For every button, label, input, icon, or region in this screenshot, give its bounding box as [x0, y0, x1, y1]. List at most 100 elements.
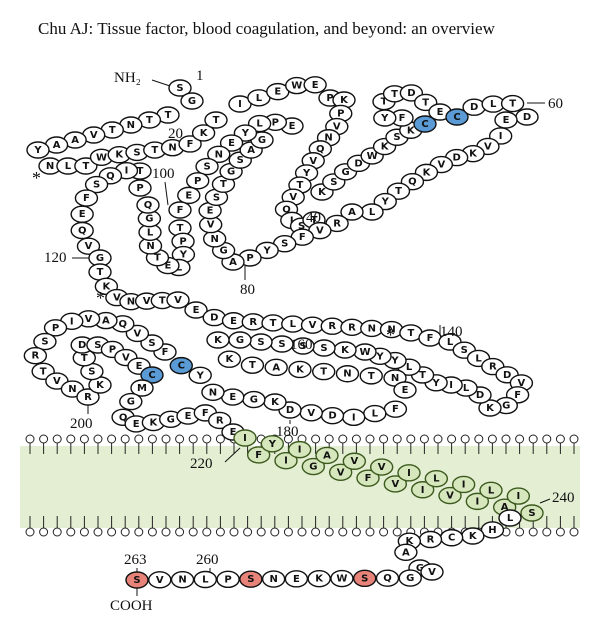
residue-letter: V [307, 408, 315, 419]
residue-letter: P [109, 344, 116, 355]
lipid-head [134, 527, 144, 537]
residue [201, 383, 225, 401]
lipid-head [202, 434, 212, 444]
residue-letter: A [402, 547, 410, 558]
residue-letter: A [229, 257, 237, 268]
residue-number: 1 [196, 68, 204, 84]
residue [342, 452, 367, 470]
residue-letter: L [463, 383, 470, 394]
residue-letter: P [179, 236, 186, 247]
residue-letter: S [133, 147, 140, 158]
lipid-head [66, 527, 76, 537]
lipid-head [419, 434, 429, 444]
residue [288, 360, 312, 379]
residue-letter: W [359, 347, 370, 358]
residue [445, 108, 469, 126]
residue-letter: T [509, 99, 516, 110]
residue-letter: R [84, 392, 92, 403]
leader-line [539, 498, 551, 504]
residue [125, 571, 149, 589]
residue-letter: T [381, 97, 388, 108]
residue-letter: E [185, 190, 192, 201]
residue [353, 569, 377, 588]
residue-letter: S [281, 239, 288, 250]
residue-letter: V [350, 456, 358, 467]
residue-letter: H [488, 525, 496, 536]
title: Chu AJ: Tissue factor, blood coagulation… [38, 19, 496, 38]
residue-letter: N [68, 384, 76, 395]
residue-letter: N [368, 323, 376, 334]
residue-letter: R [427, 534, 435, 545]
residue-letter: Y [268, 439, 277, 450]
residue-letter: T [368, 371, 375, 382]
residue-letter: N [210, 234, 218, 245]
residue [340, 203, 364, 221]
residue-letter: F [365, 473, 372, 484]
lipid-head [501, 434, 511, 444]
residue-letter: R [249, 317, 257, 328]
residue [188, 366, 212, 384]
residue [260, 435, 285, 453]
residue-letter: V [518, 378, 526, 389]
lipid-head [447, 434, 457, 444]
residue-letter: T [137, 166, 144, 177]
lipid-head [487, 434, 497, 444]
residue-letter: N [215, 149, 223, 160]
residue-letter: S [237, 155, 244, 166]
residue-letter: T [82, 161, 89, 172]
glycosylation-site: * [386, 325, 395, 345]
residue-letter: S [133, 575, 140, 586]
lipid-head [569, 527, 579, 537]
residue-letter: T [297, 180, 304, 191]
lipid-head [107, 434, 117, 444]
residue-letter: G [258, 135, 266, 146]
leader-line [164, 181, 169, 206]
residue-letter: K [340, 95, 349, 106]
residue-letter: V [428, 567, 436, 578]
residue-letter: L [290, 319, 297, 330]
residue-letter: L [202, 575, 209, 586]
residue [191, 124, 216, 142]
residue-letter: S [393, 132, 400, 143]
residue-letter: F [202, 408, 209, 419]
residue-letter: S [361, 573, 368, 584]
residue-letter: I [449, 380, 453, 391]
residue-letter: Q [78, 225, 87, 236]
residue-letter: C [448, 533, 455, 544]
lipid-head [392, 434, 402, 444]
residue-letter: A [272, 362, 280, 373]
residue-letter: R [31, 351, 39, 362]
lipid-head [120, 434, 130, 444]
residue-letter: V [309, 156, 317, 167]
residue-letter: F [399, 113, 406, 124]
residue [274, 452, 298, 470]
residue [207, 145, 231, 163]
residue-letter: S [148, 338, 155, 349]
residue-letter: I [352, 412, 356, 423]
residue-letter: I [462, 479, 466, 490]
residue-letter: R [333, 218, 341, 229]
residue-letter: P [246, 253, 253, 264]
residue-letter: V [156, 575, 164, 586]
residue-letter: Y [431, 378, 440, 389]
residue-letter: V [484, 141, 492, 152]
residue-letter: R [348, 322, 356, 333]
residue-letter: A [501, 502, 509, 513]
residue-letter: Y [381, 197, 390, 208]
residue-letter: Y [33, 145, 42, 156]
residue-number: 180 [276, 424, 299, 440]
residue-letter: G [96, 253, 104, 264]
residue-letter: S [278, 339, 285, 350]
lipid-head [515, 527, 525, 537]
residue-letter: F [392, 404, 399, 415]
residue-letter: L [372, 409, 379, 420]
residue-letter: K [149, 418, 158, 429]
residue [125, 324, 150, 343]
residue-number: 120 [44, 250, 67, 266]
residue [335, 365, 360, 383]
lipid-head [297, 527, 307, 537]
residue-letter: D [523, 112, 531, 123]
lipid-head [270, 527, 280, 537]
residue [246, 446, 271, 464]
